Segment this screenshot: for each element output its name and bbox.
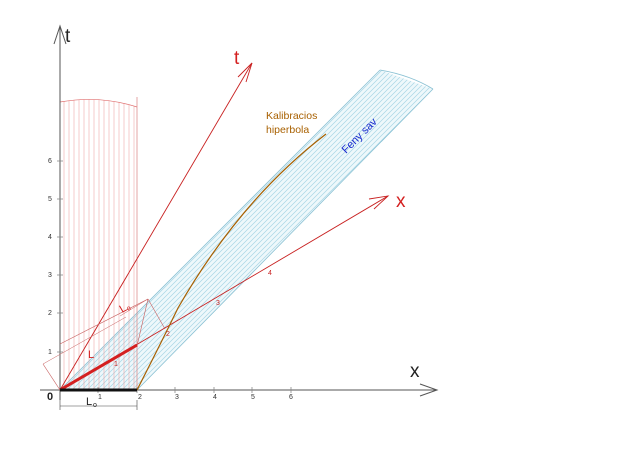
x-prime-tick-1: 1 bbox=[114, 361, 118, 368]
x-prime-label: x bbox=[396, 191, 406, 212]
x-tick-1: 1 bbox=[98, 394, 102, 401]
t-tick-6: 6 bbox=[48, 158, 52, 165]
calibration-hyperbola bbox=[136, 133, 327, 391]
x-axis-label: x bbox=[410, 361, 420, 382]
t-tick-2: 2 bbox=[48, 310, 52, 317]
simultaneity-line bbox=[59, 298, 149, 345]
l-bracket-top bbox=[42, 316, 127, 365]
contracted-length-segment bbox=[59, 343, 138, 392]
t-tick-1: 1 bbox=[48, 349, 52, 356]
l0-bottom-label: L bbox=[86, 396, 92, 408]
x-tick-4: 4 bbox=[213, 394, 217, 401]
t-tick-labels: 1 2 3 4 5 6 bbox=[48, 158, 52, 356]
x-tick-2: 2 bbox=[138, 394, 142, 401]
l-bracket bbox=[42, 363, 61, 391]
t-tick-3: 3 bbox=[48, 272, 52, 279]
t-prime-label: t bbox=[234, 48, 240, 69]
t-tick-4: 4 bbox=[48, 234, 52, 241]
t-axis-label: t bbox=[65, 26, 71, 47]
hyperbola-label-line1: Kalibracios bbox=[266, 110, 317, 122]
t-axis bbox=[53, 24, 67, 400]
rest-frame-strip bbox=[59, 97, 138, 390]
hyperbola-label-line2: hiperbola bbox=[266, 124, 309, 136]
l0-bottom-subscript: o bbox=[93, 402, 97, 409]
x-prime-tick-2: 2 bbox=[166, 331, 170, 338]
worldline-segment-2 bbox=[147, 298, 166, 330]
x-tick-3: 3 bbox=[175, 394, 179, 401]
x-tick-5: 5 bbox=[251, 394, 255, 401]
t-tick-5: 5 bbox=[48, 196, 52, 203]
t-prime-axis bbox=[59, 62, 253, 391]
l-prime-label: L bbox=[88, 349, 94, 361]
l0-upper-bracket bbox=[119, 298, 149, 317]
l0-bracket bbox=[59, 400, 138, 410]
x-tick-6: 6 bbox=[289, 394, 293, 401]
x-tick-labels: 1 2 3 4 5 6 bbox=[98, 394, 293, 401]
x-prime-tick-3: 3 bbox=[216, 300, 220, 307]
x-prime-tick-4: 4 bbox=[268, 270, 272, 277]
x-prime-tick-labels: 1 2 3 4 bbox=[114, 270, 272, 368]
l0-upper-label: L bbox=[118, 302, 129, 315]
l0-upper-subscript: o bbox=[126, 305, 133, 313]
worldline-segment bbox=[136, 298, 149, 347]
origin-label: 0 bbox=[47, 391, 53, 403]
